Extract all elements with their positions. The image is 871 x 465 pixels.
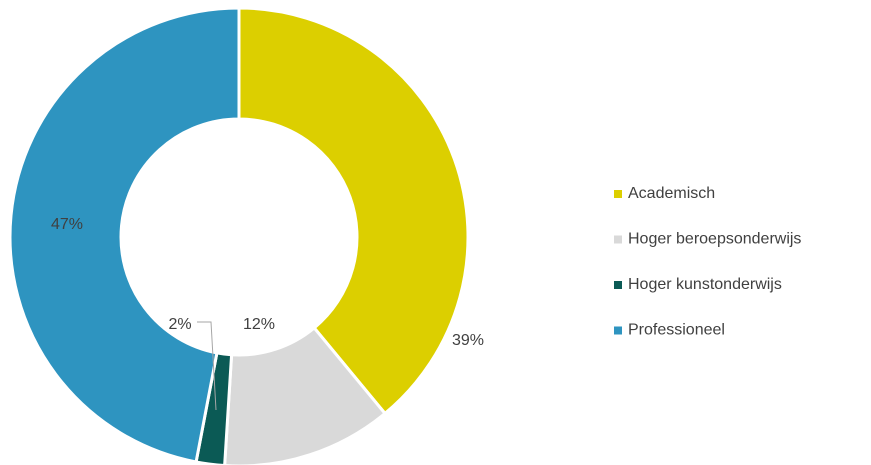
legend-swatch bbox=[614, 235, 622, 244]
legend-label: Hoger kunstonderwijs bbox=[628, 276, 782, 293]
donut-slice bbox=[8, 6, 241, 464]
legend-label: Professioneel bbox=[628, 322, 725, 339]
legend-swatch bbox=[614, 281, 622, 289]
donut-slice bbox=[223, 325, 388, 465]
data-label: 39% bbox=[452, 332, 484, 349]
data-label: 47% bbox=[51, 216, 83, 233]
legend-label: Hoger beroepsonderwijs bbox=[628, 231, 801, 248]
legend-swatch bbox=[614, 190, 622, 198]
data-label: 2% bbox=[168, 316, 191, 333]
legend-label: Academisch bbox=[628, 185, 715, 202]
donut-slice bbox=[237, 6, 470, 416]
legend-swatch bbox=[614, 326, 622, 335]
data-label: 12% bbox=[243, 316, 275, 333]
leader-line bbox=[197, 321, 217, 411]
